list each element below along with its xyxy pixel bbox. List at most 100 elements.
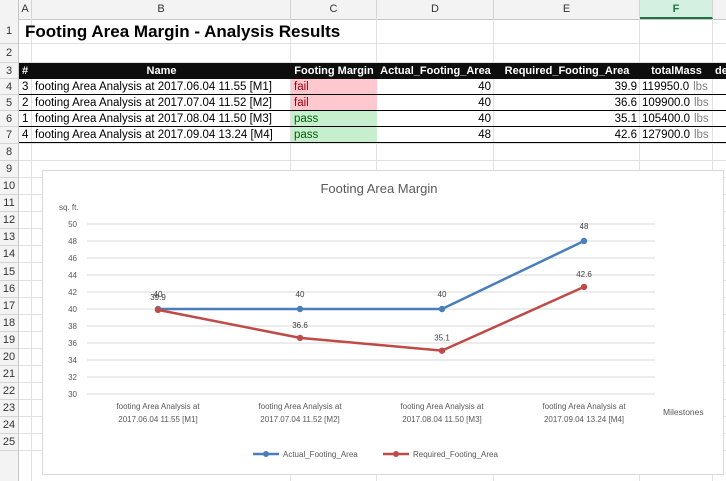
row-header[interactable]: 17 (0, 298, 18, 315)
total-mass-cell[interactable]: 127900.0 lbs (640, 127, 713, 143)
y-tick-label: 30 (68, 390, 77, 399)
header-required-footing-area[interactable]: Required_Footing_Area (494, 63, 640, 79)
header-truncated[interactable]: de (713, 63, 726, 79)
required-footing-area-cell[interactable]: 42.6 (614, 129, 637, 141)
actual-series-line (158, 239, 585, 311)
analysis-name-cell[interactable]: footing Area Analysis at 2017.06.04 11.5… (35, 81, 272, 93)
x-tick-label: 2017.07.04 11.52 [M2] (260, 415, 339, 424)
column-header-f[interactable]: F (640, 0, 713, 19)
row-index-cell[interactable]: 2 (22, 97, 29, 109)
chart-title: Footing Area Margin (320, 181, 437, 196)
grid-row-line (19, 160, 726, 161)
row-header[interactable]: 21 (0, 366, 18, 383)
column-header-e[interactable]: E (494, 0, 640, 19)
row-header[interactable]: 24 (0, 417, 18, 434)
required-footing-area-cell[interactable]: 39.9 (614, 81, 637, 93)
row-header[interactable]: 1 (0, 19, 18, 44)
total-mass-value: 109900.0 (642, 97, 690, 109)
row-header[interactable]: 2 (0, 44, 18, 63)
y-tick-label: 34 (68, 356, 77, 365)
legend-point-marker (393, 451, 399, 457)
total-mass-cell[interactable]: 105400.0 lbs (640, 111, 713, 127)
footing-margin-cell[interactable]: pass (291, 127, 377, 143)
row-header[interactable]: 5 (0, 95, 18, 111)
row-header[interactable]: 6 (0, 111, 18, 127)
row-header[interactable]: 12 (0, 212, 18, 229)
line-chart[interactable]: Footing Area Margin sq. ft. Milestones 3… (42, 170, 724, 475)
row-header[interactable]: 7 (0, 127, 18, 144)
grid-column-line (31, 19, 32, 481)
required-data-label: 35.1 (434, 334, 450, 343)
actual-data-label: 40 (296, 290, 305, 299)
header-index[interactable]: # (19, 63, 32, 79)
actual-data-label: 40 (154, 290, 163, 299)
row-header[interactable]: 13 (0, 229, 18, 246)
required-data-label: 42.6 (576, 270, 592, 279)
required-data-label: 39.9 (150, 293, 166, 302)
table-row-border (19, 126, 726, 127)
header-footing-margin[interactable]: Footing Margin (291, 63, 377, 79)
total-mass-cell[interactable]: 109900.0 lbs (640, 95, 713, 111)
row-header[interactable]: 16 (0, 281, 18, 298)
x-tick-label: footing Area Analysis at (258, 402, 342, 411)
y-tick-label: 40 (68, 305, 77, 314)
analysis-name-cell[interactable]: footing Area Analysis at 2017.07.04 11.5… (35, 97, 272, 109)
column-header-bar: A B C D E F (0, 0, 726, 20)
column-header-b[interactable]: B (32, 0, 291, 19)
required-footing-area-cell[interactable]: 36.6 (614, 97, 637, 109)
row-index-cell[interactable]: 4 (22, 129, 29, 141)
table-row-border (19, 110, 726, 111)
row-header[interactable]: 14 (0, 246, 18, 263)
row-header[interactable]: 4 (0, 79, 18, 95)
actual-footing-area-cell[interactable]: 48 (478, 129, 491, 141)
actual-footing-area-cell[interactable]: 40 (478, 113, 491, 125)
row-header[interactable]: 22 (0, 383, 18, 400)
y-tick-label: 38 (68, 322, 77, 331)
actual-data-point (438, 305, 446, 313)
row-header[interactable]: 3 (0, 63, 18, 79)
column-header-a[interactable]: A (19, 0, 32, 19)
column-header-d[interactable]: D (377, 0, 494, 19)
sheet-title[interactable]: Footing Area Margin - Analysis Results (25, 22, 341, 41)
x-tick-label: 2017.08.04 11.50 [M3] (402, 415, 481, 424)
required-data-label: 36.6 (292, 321, 308, 330)
row-header[interactable]: 25 (0, 434, 18, 451)
column-header-c[interactable]: C (291, 0, 377, 19)
header-total-mass[interactable]: totalMass (640, 63, 713, 79)
row-header[interactable]: 10 (0, 178, 18, 195)
total-mass-value: 105400.0 (642, 113, 690, 125)
footing-margin-cell[interactable]: fail (291, 79, 377, 95)
header-actual-footing-area[interactable]: Actual_Footing_Area (377, 63, 494, 79)
total-mass-cell[interactable]: 119950.0 lbs (640, 79, 713, 95)
row-header[interactable]: 8 (0, 144, 18, 161)
y-tick-label: 36 (68, 339, 77, 348)
row-header[interactable]: 9 (0, 161, 18, 178)
x-tick-label: 2017.09.04 13.24 [M4] (544, 415, 624, 424)
row-header[interactable]: 20 (0, 349, 18, 366)
required-footing-area-cell[interactable]: 35.1 (614, 113, 637, 125)
actual-footing-area-cell[interactable]: 40 (478, 97, 491, 109)
row-header[interactable]: 11 (0, 195, 18, 212)
select-all-corner[interactable] (0, 0, 19, 19)
row-index-cell[interactable]: 1 (22, 113, 29, 125)
actual-data-point (580, 237, 588, 245)
row-index-cell[interactable]: 3 (22, 81, 29, 93)
row-header[interactable]: 19 (0, 332, 18, 349)
row-header[interactable]: 23 (0, 400, 18, 417)
actual-data-label: 40 (438, 290, 447, 299)
actual-footing-area-cell[interactable]: 40 (478, 81, 491, 93)
footing-margin-cell[interactable]: pass (291, 111, 377, 127)
row-header[interactable]: 15 (0, 263, 18, 281)
analysis-name-cell[interactable]: footing Area Analysis at 2017.08.04 11.5… (35, 113, 272, 125)
total-mass-value: 127900.0 (642, 129, 690, 141)
required-data-point (438, 347, 446, 354)
total-mass-value: 119950.0 (642, 81, 690, 93)
footing-margin-cell[interactable]: fail (291, 95, 377, 111)
row-header-bar: 1 2 3 4 5 6 7 8 9 10 11 12 13 14 15 16 17 18 19 20 21 22 23 24 2… (0, 19, 19, 481)
grid-row-line (19, 62, 726, 63)
y-tick-label: 32 (68, 373, 77, 382)
header-name[interactable]: Name (32, 63, 291, 79)
analysis-name-cell[interactable]: footing Area Analysis at 2017.09.04 13.2… (35, 129, 273, 141)
legend-point-marker (263, 451, 269, 457)
row-header[interactable]: 18 (0, 315, 18, 332)
